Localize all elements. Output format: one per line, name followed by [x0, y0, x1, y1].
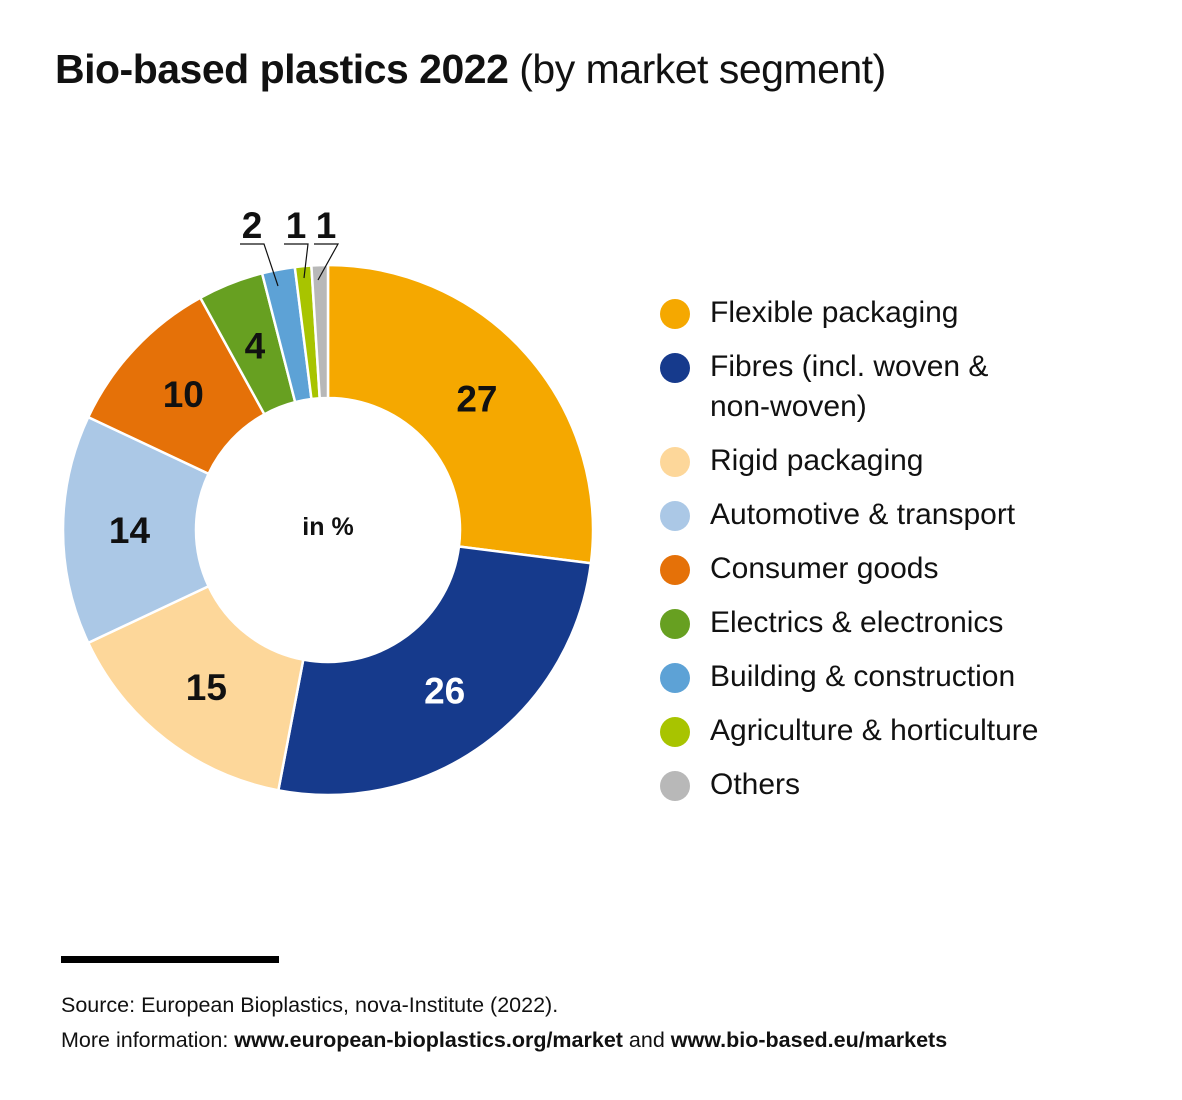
legend-label-line2: non-woven): [710, 390, 867, 423]
legend-label: Building & construction: [710, 660, 1016, 693]
legend-swatch: [660, 717, 690, 747]
legend-swatch: [660, 555, 690, 585]
source-note: Source: European Bioplastics, nova-Insti…: [61, 988, 947, 1058]
slice-automotive-transport: [61, 415, 211, 645]
legend-item-agriculture-horticulture: Agriculture & horticulture: [660, 711, 1110, 751]
legend-label: Agriculture & horticulture: [710, 714, 1039, 747]
legend-item-automotive-transport: Automotive & transport: [660, 495, 1110, 535]
legend-label-line1: Fibres (incl. woven &: [710, 350, 989, 383]
leader-line-others: [314, 243, 340, 281]
chart-title-rest: (by market segment): [519, 46, 886, 92]
legend-label: Electrics & electronics: [710, 606, 1004, 639]
chart-title: Bio-based plastics 2022 (by market segme…: [55, 46, 886, 93]
legend-label: Rigid packaging: [710, 444, 924, 477]
legend-label: Automotive & transport: [710, 498, 1016, 531]
legend-swatch: [660, 609, 690, 639]
legend-label: Flexible packaging: [710, 296, 959, 329]
slice-others: [310, 263, 330, 400]
legend-label: Consumer goods: [710, 552, 939, 585]
legend-swatch: [660, 663, 690, 693]
legend-swatch: [660, 299, 690, 329]
slice-label-automotive-transport: 14: [109, 510, 151, 551]
bio-based-link[interactable]: www.bio-based.eu/markets: [670, 1028, 948, 1052]
footer-divider: [61, 956, 279, 963]
legend-item-building-construction: Building & construction: [660, 657, 1110, 697]
more-info-prefix: More information:: [61, 1028, 235, 1052]
donut-slices: [61, 263, 595, 797]
legend-label: Others: [710, 768, 801, 801]
slice-flexible-packaging: [326, 263, 595, 565]
legend-item-others: Others: [660, 765, 1110, 805]
slice-label-rigid-packaging: 15: [186, 667, 227, 708]
slice-label-flexible-packaging: 27: [456, 379, 497, 420]
legend-item-flexible-packaging: Flexible packaging: [660, 293, 1110, 333]
slice-label-electrics-electronics: 4: [245, 325, 266, 366]
center-unit-label: in %: [302, 513, 353, 541]
more-info-line: More information: www.european-bioplasti…: [61, 1023, 947, 1058]
legend-item-rigid-packaging: Rigid packaging: [660, 441, 1110, 481]
slice-label-consumer-goods: 10: [163, 374, 204, 415]
leader-lines: [240, 243, 340, 287]
legend-item-fibres: Fibres (incl. woven & non-woven): [660, 347, 1110, 427]
chart-legend: Flexible packaging Fibres (incl. woven &…: [660, 293, 1110, 819]
legend-swatch: [660, 447, 690, 477]
european-bioplastics-link[interactable]: www.european-bioplastics.org/market: [234, 1028, 623, 1052]
slice-label-agriculture-horticulture: 1: [286, 205, 307, 246]
slice-label-others: 1: [316, 205, 337, 246]
slice-label-building-construction: 2: [242, 205, 263, 246]
slice-rigid-packaging: [86, 584, 305, 792]
chart-title-bold: Bio-based plastics 2022: [55, 46, 509, 92]
legend-swatch: [660, 771, 690, 801]
slice-fibres-incl-woven-non-woven: [276, 545, 593, 797]
source-line: Source: European Bioplastics, nova-Insti…: [61, 993, 559, 1017]
legend-item-electrics-electronics: Electrics & electronics: [660, 603, 1110, 643]
legend-swatch: [660, 353, 690, 383]
slice-label-fibres-incl-woven-non-woven: 26: [424, 671, 465, 712]
more-info-connector: and: [622, 1028, 671, 1052]
legend-item-consumer-goods: Consumer goods: [660, 549, 1110, 589]
leader-line-building-construction: [240, 243, 279, 287]
legend-swatch: [660, 501, 690, 531]
leader-line-agriculture-horticulture: [284, 243, 309, 279]
